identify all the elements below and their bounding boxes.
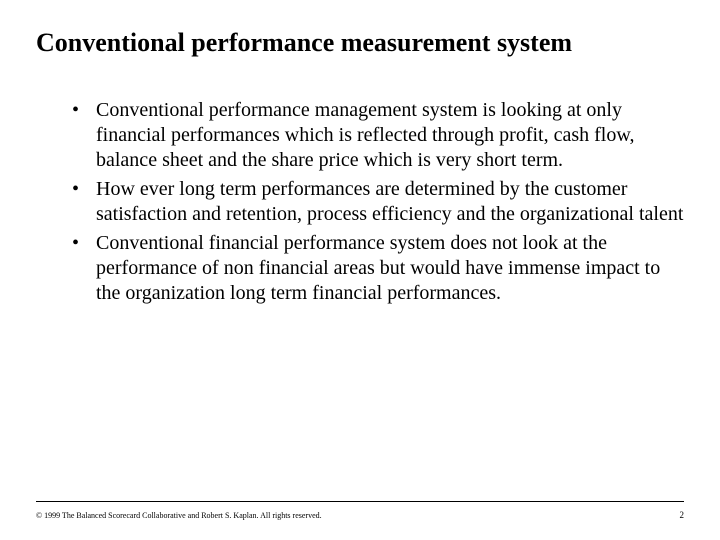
footer-divider: [36, 501, 684, 502]
bullet-item: How ever long term performances are dete…: [72, 177, 684, 227]
copyright-text: © 1999 The Balanced Scorecard Collaborat…: [36, 511, 322, 520]
bullet-item: Conventional financial performance syste…: [72, 231, 684, 306]
slide: Conventional performance measurement sys…: [0, 0, 720, 540]
bullet-item: Conventional performance management syst…: [72, 98, 684, 173]
bullet-list: Conventional performance management syst…: [36, 98, 684, 306]
slide-title: Conventional performance measurement sys…: [36, 28, 684, 58]
page-number: 2: [680, 510, 685, 520]
